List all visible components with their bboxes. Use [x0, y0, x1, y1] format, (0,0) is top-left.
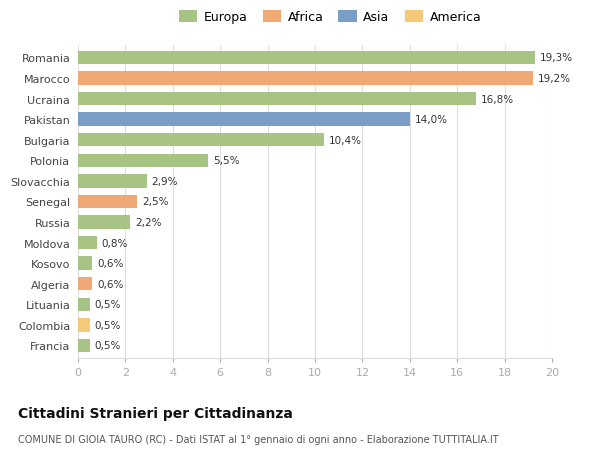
Bar: [78, 154, 208, 168]
Text: 0,6%: 0,6%: [97, 279, 124, 289]
Text: COMUNE DI GIOIA TAURO (RC) - Dati ISTAT al 1° gennaio di ogni anno - Elaborazion: COMUNE DI GIOIA TAURO (RC) - Dati ISTAT …: [18, 434, 499, 444]
Bar: [78, 236, 97, 250]
Bar: [78, 195, 137, 209]
Text: 2,9%: 2,9%: [151, 176, 178, 186]
Bar: [78, 277, 92, 291]
Text: 0,8%: 0,8%: [102, 238, 128, 248]
Text: 19,2%: 19,2%: [538, 74, 571, 84]
Bar: [78, 216, 130, 229]
Text: 10,4%: 10,4%: [329, 135, 362, 146]
Legend: Europa, Africa, Asia, America: Europa, Africa, Asia, America: [176, 9, 484, 27]
Text: Cittadini Stranieri per Cittadinanza: Cittadini Stranieri per Cittadinanza: [18, 406, 293, 420]
Bar: [78, 257, 92, 270]
Text: 2,5%: 2,5%: [142, 197, 169, 207]
Text: 0,5%: 0,5%: [95, 300, 121, 310]
Text: 5,5%: 5,5%: [213, 156, 239, 166]
Bar: [78, 175, 147, 188]
Text: 19,3%: 19,3%: [540, 53, 573, 63]
Bar: [78, 113, 410, 127]
Bar: [78, 72, 533, 85]
Bar: [78, 134, 325, 147]
Bar: [78, 93, 476, 106]
Bar: [78, 339, 90, 353]
Text: 16,8%: 16,8%: [481, 94, 514, 104]
Bar: [78, 51, 535, 65]
Text: 0,5%: 0,5%: [95, 320, 121, 330]
Bar: [78, 298, 90, 311]
Bar: [78, 319, 90, 332]
Text: 0,5%: 0,5%: [95, 341, 121, 351]
Text: 2,2%: 2,2%: [135, 218, 161, 228]
Text: 0,6%: 0,6%: [97, 258, 124, 269]
Text: 14,0%: 14,0%: [415, 115, 448, 125]
